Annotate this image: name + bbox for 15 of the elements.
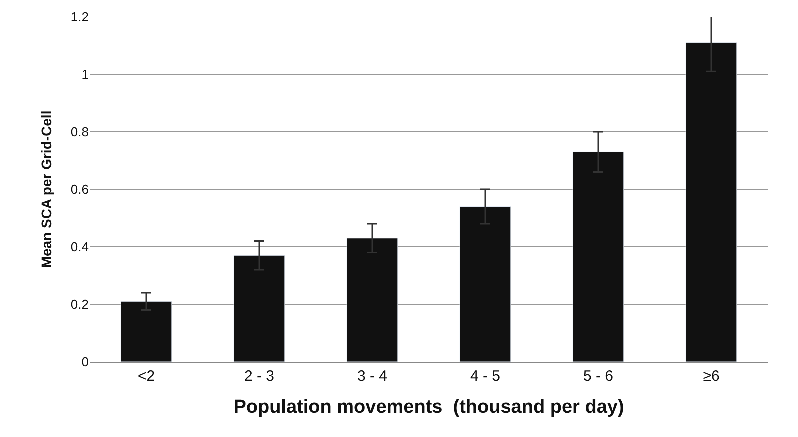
y-tick-label: 0.2 [70, 297, 89, 312]
x-tick-label: 3 - 4 [357, 368, 388, 385]
x-tick-label: 5 - 6 [583, 368, 614, 385]
y-axis-title: Mean SCA per Grid-Cell [38, 110, 55, 268]
y-tick-label: 0.8 [70, 124, 89, 140]
y-tick-label: 0 [82, 354, 89, 370]
y-tick-label: 1 [82, 67, 89, 82]
y-tick-label: 0.4 [70, 240, 89, 255]
y-tick-label: 0.6 [70, 182, 89, 198]
y-tick-label: 1.2 [70, 10, 89, 25]
x-tick-label: 2 - 3 [244, 368, 275, 385]
x-tick-label: 4 - 5 [470, 368, 501, 385]
x-tick-label: <2 [138, 368, 156, 385]
x-tick-label: ≥6 [703, 368, 720, 385]
x-axis-title: Population movements (thousand per day) [234, 396, 624, 418]
